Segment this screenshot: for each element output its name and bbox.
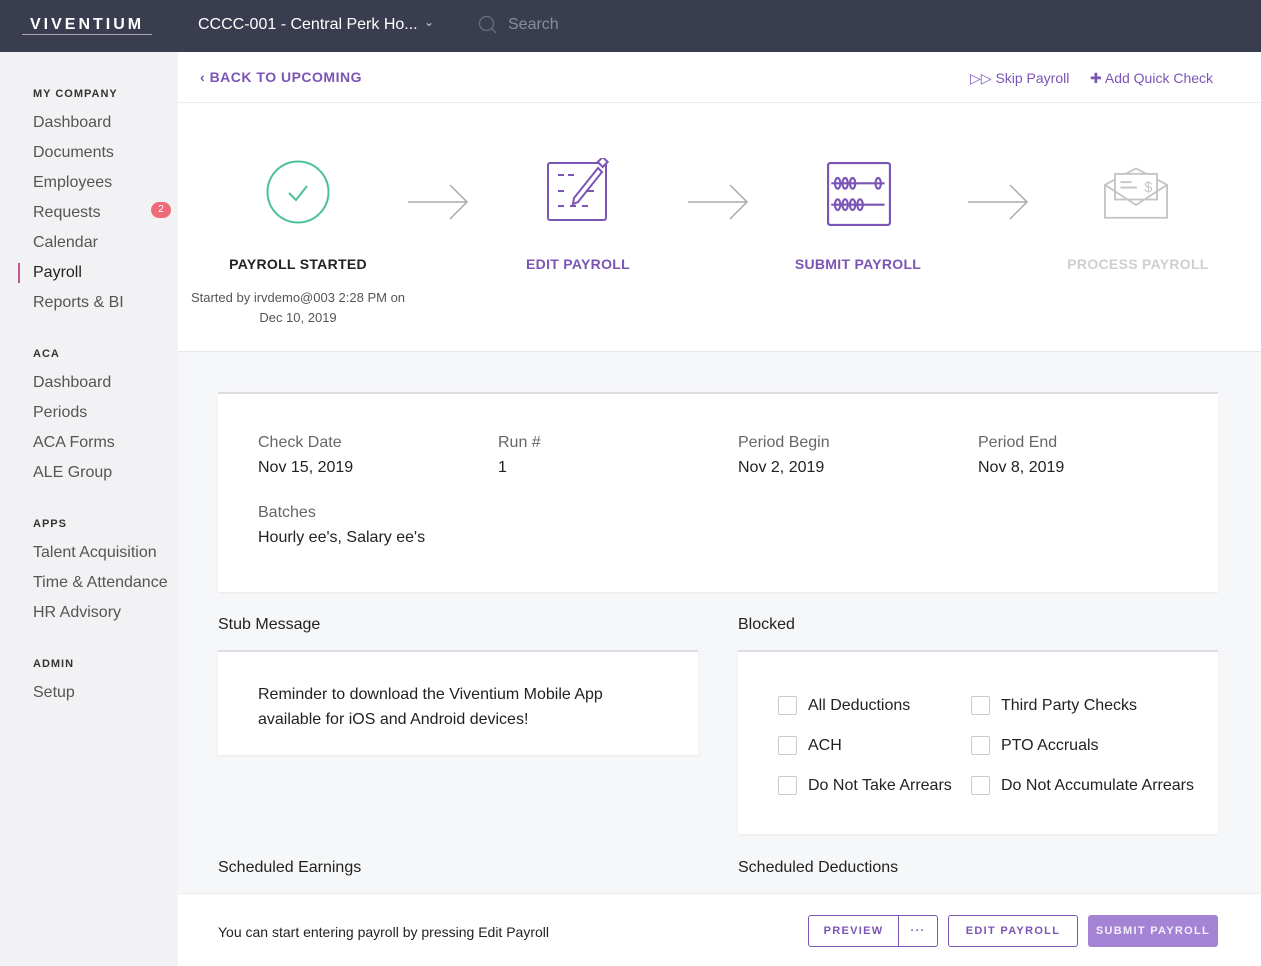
- arrow-right-icon: [408, 184, 469, 220]
- checkbox[interactable]: [971, 776, 990, 795]
- step-label: PAYROLL STARTED: [229, 256, 367, 272]
- preview-button[interactable]: PREVIEW: [808, 915, 899, 947]
- company-selector[interactable]: CCCC-001 - Central Perk Ho...: [198, 16, 418, 33]
- stub-line-1: Reminder to download the Viventium Mobil…: [258, 686, 603, 703]
- step-label: EDIT PAYROLL: [526, 256, 630, 272]
- chevron-left-icon: ‹: [200, 69, 210, 85]
- checkbox[interactable]: [778, 776, 797, 795]
- sidebar-item-reports[interactable]: Reports & BI: [33, 294, 124, 311]
- plus-icon: ✚: [1090, 70, 1102, 86]
- sidebar-item-dashboard[interactable]: Dashboard: [33, 114, 112, 131]
- abacus-icon: [827, 162, 891, 226]
- chevron-down-icon[interactable]: ⌄: [424, 15, 435, 29]
- run-value: 1: [498, 459, 507, 476]
- search-placeholder: Search: [508, 16, 559, 33]
- batches-value: Hourly ee's, Salary ee's: [258, 529, 426, 546]
- sidebar-section-my-company: MY COMPANY: [33, 88, 118, 100]
- checkbox-label: All Deductions: [808, 696, 911, 714]
- step-label: PROCESS PAYROLL: [1067, 256, 1209, 272]
- period-begin-value: Nov 2, 2019: [738, 459, 825, 476]
- active-indicator: [18, 263, 20, 283]
- payroll-details-card: Check Date Nov 15, 2019 Run # 1 Period B…: [218, 392, 1218, 592]
- sidebar-section-aca: ACA: [33, 348, 60, 360]
- checkbox-do-not-accumulate-arrears[interactable]: Do Not Accumulate Arrears: [971, 776, 1194, 795]
- more-options-button[interactable]: ···: [898, 915, 938, 947]
- sidebar-item-hr-advisory[interactable]: HR Advisory: [33, 604, 122, 621]
- checkbox[interactable]: [971, 736, 990, 755]
- payroll-progress-panel: ‹ BACK TO UPCOMING ▷▷ Skip Payroll ✚ Add…: [178, 52, 1261, 352]
- checkbox[interactable]: [971, 696, 990, 715]
- checkbox-label: Do Not Take Arrears: [808, 776, 952, 794]
- checkbox-all-deductions[interactable]: All Deductions: [778, 696, 910, 715]
- period-end-label: Period End: [978, 434, 1058, 451]
- sidebar-item-time[interactable]: Time & Attendance: [33, 574, 168, 591]
- stub-message-card: Reminder to download the Viventium Mobil…: [218, 650, 698, 755]
- sidebar-item-payroll[interactable]: Payroll: [33, 264, 82, 281]
- batches-label: Batches: [258, 504, 316, 521]
- period-begin-label: Period Begin: [738, 434, 830, 451]
- back-label: BACK TO UPCOMING: [209, 69, 362, 85]
- sidebar-item-aca-dashboard[interactable]: Dashboard: [33, 374, 112, 391]
- checkbox-do-not-take-arrears[interactable]: Do Not Take Arrears: [778, 776, 952, 795]
- search-input[interactable]: Search: [478, 15, 559, 35]
- checkbox-label: PTO Accruals: [1001, 736, 1099, 754]
- footer-action-bar: You can start entering payroll by pressi…: [178, 893, 1261, 966]
- edit-document-icon: [547, 158, 610, 221]
- sidebar: MY COMPANY Dashboard Documents Employees…: [0, 52, 178, 966]
- arrow-right-icon: [968, 184, 1029, 220]
- viventium-logo[interactable]: VIVENTIUM: [22, 16, 153, 35]
- scheduled-earnings-title: Scheduled Earnings: [218, 859, 362, 876]
- edit-payroll-button[interactable]: EDIT PAYROLL: [948, 915, 1078, 947]
- submit-payroll-button[interactable]: SUBMIT PAYROLL: [1088, 915, 1218, 947]
- sidebar-item-aca-forms[interactable]: ACA Forms: [33, 434, 115, 451]
- stub-line-2: available for iOS and Android devices!: [258, 711, 529, 728]
- check-date-value: Nov 15, 2019: [258, 459, 354, 476]
- requests-badge: 2: [151, 202, 171, 218]
- sidebar-item-setup[interactable]: Setup: [33, 684, 75, 701]
- svg-text:$: $: [1144, 180, 1152, 196]
- run-label: Run #: [498, 434, 541, 451]
- started-by-line1: Started by irvdemo@003 2:28 PM on: [190, 290, 406, 305]
- sidebar-item-documents[interactable]: Documents: [33, 144, 114, 161]
- period-end-value: Nov 8, 2019: [978, 459, 1065, 476]
- sidebar-item-talent[interactable]: Talent Acquisition: [33, 544, 157, 561]
- fast-forward-icon: ▷▷: [970, 70, 992, 86]
- sidebar-item-employees[interactable]: Employees: [33, 174, 113, 191]
- stub-message-text: Reminder to download the Viventium Mobil…: [258, 682, 603, 732]
- checkbox-label: ACH: [808, 736, 842, 754]
- checkbox[interactable]: [778, 696, 797, 715]
- sidebar-section-apps: APPS: [33, 518, 67, 530]
- sidebar-item-ale-group[interactable]: ALE Group: [33, 464, 113, 481]
- checkbox-label: Third Party Checks: [1001, 696, 1138, 714]
- started-by-line2: Dec 10, 2019: [259, 310, 337, 325]
- checkbox-ach[interactable]: ACH: [778, 736, 842, 755]
- checkbox[interactable]: [778, 736, 797, 755]
- add-quick-check-link[interactable]: ✚ Add Quick Check: [1090, 70, 1213, 87]
- back-to-upcoming-link[interactable]: ‹ BACK TO UPCOMING: [200, 69, 362, 85]
- sidebar-item-calendar[interactable]: Calendar: [33, 234, 98, 251]
- check-circle-icon: [266, 160, 330, 224]
- envelope-money-icon: $: [1104, 167, 1168, 219]
- search-icon: [478, 15, 497, 34]
- skip-label: Skip Payroll: [995, 70, 1070, 86]
- started-by-text: Started by irvdemo@003 2:28 PM on Dec 10,…: [178, 288, 418, 328]
- sidebar-section-admin: ADMIN: [33, 658, 75, 670]
- check-date-label: Check Date: [258, 434, 342, 451]
- blocked-title: Blocked: [738, 616, 795, 633]
- sidebar-item-periods[interactable]: Periods: [33, 404, 88, 421]
- checkbox-label: Do Not Accumulate Arrears: [1001, 776, 1194, 794]
- checkbox-third-party-checks[interactable]: Third Party Checks: [971, 696, 1137, 715]
- stub-message-title: Stub Message: [218, 616, 321, 633]
- step-label: SUBMIT PAYROLL: [794, 256, 922, 272]
- checkbox-pto-accruals[interactable]: PTO Accruals: [971, 736, 1099, 755]
- footer-message: You can start entering payroll by pressi…: [218, 924, 549, 940]
- top-header: VIVENTIUM CCCC-001 - Central Perk Ho... …: [0, 0, 1261, 52]
- add-quick-check-label: Add Quick Check: [1104, 70, 1214, 86]
- sidebar-item-requests[interactable]: Requests: [33, 204, 101, 221]
- skip-payroll-link[interactable]: ▷▷ Skip Payroll: [970, 70, 1069, 87]
- arrow-right-icon: [688, 184, 749, 220]
- blocked-card: All Deductions Third Party Checks ACH PT…: [738, 650, 1218, 834]
- scheduled-deductions-title: Scheduled Deductions: [738, 859, 899, 876]
- top-actions-bar: ‹ BACK TO UPCOMING ▷▷ Skip Payroll ✚ Add…: [178, 52, 1261, 103]
